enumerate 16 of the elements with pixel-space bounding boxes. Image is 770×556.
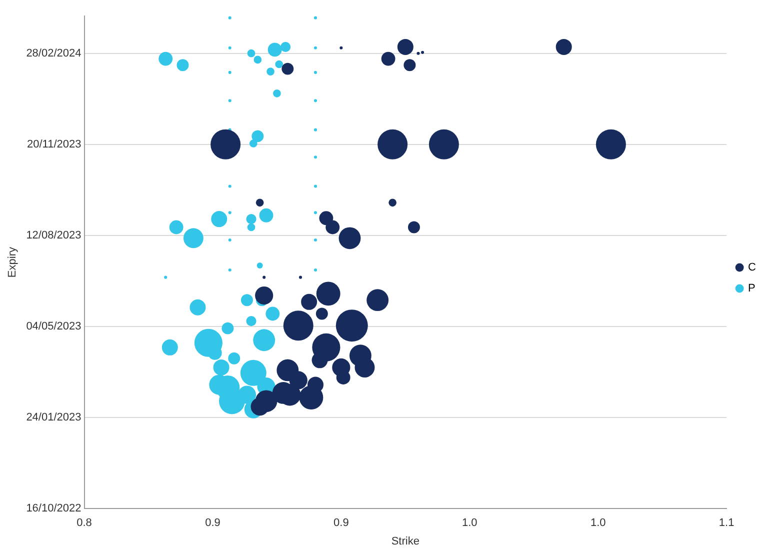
x-tick-label: 0.9 bbox=[334, 517, 349, 530]
x-tick-label: 1.0 bbox=[462, 517, 478, 530]
y-tick-label: 20/11/2023 bbox=[27, 138, 82, 150]
x-tick-label: 1.0 bbox=[590, 517, 606, 530]
y-tick-label: 28/02/2024 bbox=[26, 47, 82, 60]
y-tick-label: 12/08/2023 bbox=[26, 229, 82, 242]
y-tick-label: 16/10/2022 bbox=[26, 502, 82, 515]
y-axis-title: Expiry bbox=[6, 246, 19, 278]
x-tick-label: 0.9 bbox=[205, 517, 220, 530]
y-tick-label: 04/05/2023 bbox=[26, 320, 82, 333]
y-tick-label: 24/01/2023 bbox=[26, 412, 82, 424]
x-tick-label: 1.1 bbox=[718, 517, 734, 530]
legend-label: P bbox=[748, 282, 756, 295]
legend-label: C bbox=[748, 262, 756, 274]
x-axis-title: Strike bbox=[391, 535, 420, 548]
x-tick-label: 0.8 bbox=[76, 517, 92, 530]
